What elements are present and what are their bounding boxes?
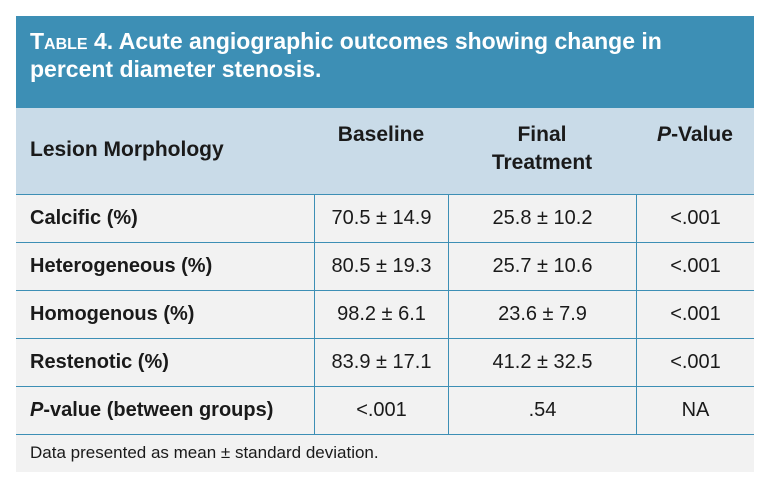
header-p-rest: -Value xyxy=(671,123,733,146)
table-title: Table 4. Acute angiographic outcomes sho… xyxy=(30,27,742,83)
row-final: 25.7 ± 10.6 xyxy=(448,243,636,290)
row-label: Homogenous (%) xyxy=(30,303,195,325)
table-row: Restenotic (%) 83.9 ± 17.1 41.2 ± 32.5 <… xyxy=(16,338,754,386)
table-footnote: Data presented as mean ± standard deviat… xyxy=(30,443,379,462)
header-final-treatment: Final Treatment xyxy=(448,121,636,177)
summary-label-italic: P xyxy=(30,399,44,421)
summary-p-value: NA xyxy=(636,387,754,434)
table-header-row: Lesion Morphology Baseline Final Treatme… xyxy=(16,108,754,194)
row-p-value: <.001 xyxy=(636,195,754,242)
row-baseline: 98.2 ± 6.1 xyxy=(314,291,448,338)
summary-label: P-value (between groups) xyxy=(30,387,314,434)
table-container: Table 4. Acute angiographic outcomes sho… xyxy=(16,16,754,472)
summary-label-rest: -value (between groups) xyxy=(43,399,274,421)
table-footer: Data presented as mean ± standard deviat… xyxy=(16,434,754,473)
header-final-treatment-text: Final Treatment xyxy=(491,123,593,174)
summary-baseline: <.001 xyxy=(314,387,448,434)
row-p-value: <.001 xyxy=(636,291,754,338)
header-lesion-morphology: Lesion Morphology xyxy=(30,138,224,161)
table-caption: Acute angiographic outcomes showing chan… xyxy=(30,28,662,82)
table-row: Homogenous (%) 98.2 ± 6.1 23.6 ± 7.9 <.0… xyxy=(16,290,754,338)
row-p-value: <.001 xyxy=(636,243,754,290)
table-number: Table 4. xyxy=(30,28,114,54)
header-p-italic: P xyxy=(657,123,672,146)
row-baseline: 83.9 ± 17.1 xyxy=(314,339,448,386)
row-label: Calcific (%) xyxy=(30,207,138,229)
summary-final: .54 xyxy=(448,387,636,434)
header-baseline: Baseline xyxy=(337,123,425,146)
table-row: Calcific (%) 70.5 ± 14.9 25.8 ± 10.2 <.0… xyxy=(16,194,754,242)
table-title-bar: Table 4. Acute angiographic outcomes sho… xyxy=(16,16,754,108)
table-row: Heterogeneous (%) 80.5 ± 19.3 25.7 ± 10.… xyxy=(16,242,754,290)
row-final: 25.8 ± 10.2 xyxy=(448,195,636,242)
row-label: Restenotic (%) xyxy=(30,351,169,373)
table-summary-row: P-value (between groups) <.001 .54 NA xyxy=(16,386,754,434)
row-label: Heterogeneous (%) xyxy=(30,255,213,277)
header-p-value: P-Value xyxy=(636,121,754,149)
row-final: 23.6 ± 7.9 xyxy=(448,291,636,338)
row-final: 41.2 ± 32.5 xyxy=(448,339,636,386)
row-baseline: 80.5 ± 19.3 xyxy=(314,243,448,290)
row-baseline: 70.5 ± 14.9 xyxy=(314,195,448,242)
row-p-value: <.001 xyxy=(636,339,754,386)
